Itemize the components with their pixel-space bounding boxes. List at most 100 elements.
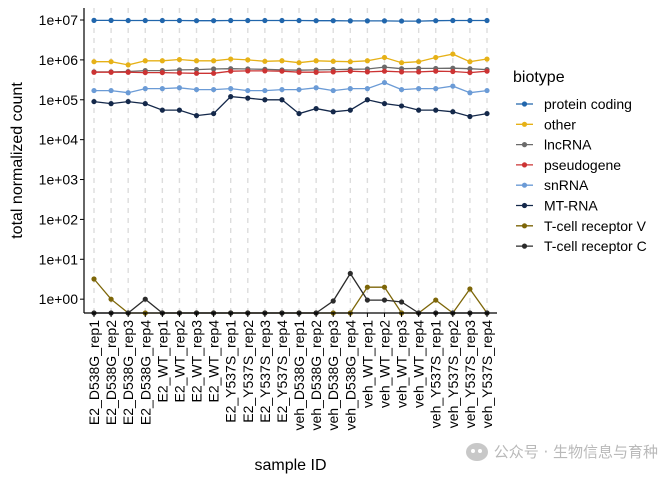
data-point [433, 297, 439, 303]
data-point [279, 97, 285, 103]
data-point [364, 297, 370, 303]
data-point [313, 69, 319, 75]
y-tick-label: 1e+07 [39, 12, 79, 28]
data-point [245, 95, 251, 101]
data-point [193, 58, 200, 64]
data-point [296, 60, 302, 66]
y-axis-ticks: 1e+00 1e+01 1e+02 1e+03 1e+04 1e+05 1e+06 1e+07 [39, 12, 84, 307]
data-point [108, 59, 114, 65]
data-point [211, 70, 217, 76]
data-point [433, 107, 439, 113]
y-axis-title: total normalized count [9, 82, 26, 239]
legend-item: snRNA [516, 177, 589, 193]
data-point [347, 59, 353, 65]
data-point [228, 56, 234, 62]
data-point [381, 18, 388, 24]
data-point [142, 101, 148, 107]
legend-key-point [521, 182, 528, 188]
data-point [142, 86, 148, 92]
data-point [211, 66, 217, 72]
legend-item: lncRNA [516, 137, 592, 153]
data-point [176, 17, 183, 24]
data-point [279, 17, 285, 24]
data-point [467, 113, 473, 120]
data-point [176, 70, 183, 76]
data-point [398, 18, 405, 24]
data-point [211, 86, 217, 93]
x-tick-label: E2_WT_rep2 [171, 320, 187, 403]
data-point [279, 58, 285, 64]
data-point [176, 56, 183, 63]
legend-label: T-cell receptor V [544, 218, 647, 234]
data-point [262, 68, 268, 74]
data-point [245, 17, 251, 24]
x-tick-label: E2_Y537S_rep2 [240, 320, 256, 423]
data-point [159, 107, 165, 113]
data-point [450, 83, 456, 89]
y-tick-label: 1e+02 [39, 211, 79, 227]
data-point [347, 68, 353, 74]
legend-item: T-cell receptor V [516, 218, 647, 234]
x-tick-label: veh_Y537S_rep3 [462, 320, 478, 428]
data-point [245, 57, 251, 63]
data-point [364, 58, 370, 64]
series-line [94, 272, 487, 314]
x-tick-label: veh_WT_rep1 [359, 320, 375, 408]
data-point [330, 109, 336, 115]
data-point [125, 90, 131, 96]
data-point [364, 18, 370, 24]
data-point [467, 90, 473, 96]
data-point [347, 18, 353, 24]
data-point [398, 60, 405, 66]
data-point [484, 68, 490, 74]
data-point [450, 51, 456, 57]
legend-item: other [516, 116, 576, 132]
data-point [211, 110, 217, 117]
data-point [467, 69, 473, 76]
legend-label: other [544, 116, 576, 132]
data-point [450, 109, 456, 115]
x-tick-label: veh_D538G_rep3 [325, 320, 341, 431]
data-point [381, 68, 388, 74]
legend-key-point [521, 101, 528, 107]
legend-item: pseudogene [516, 157, 621, 173]
x-tick-label: veh_D538G_rep4 [342, 320, 358, 431]
data-point [484, 56, 490, 62]
data-point [398, 103, 405, 109]
legend-label: MT-RNA [544, 198, 598, 214]
legend: biotype protein coding other lncRNA pseudog… [513, 69, 647, 254]
x-tick-label: veh_D538G_rep1 [291, 320, 307, 431]
legend-key-point [521, 202, 528, 209]
data-point [142, 58, 148, 64]
data-point [211, 58, 217, 64]
data-point [142, 17, 148, 24]
data-point [279, 86, 285, 93]
data-point [176, 107, 183, 113]
data-point [381, 297, 388, 303]
data-point [262, 58, 268, 64]
data-point [467, 286, 473, 292]
data-point [433, 86, 439, 92]
data-point [91, 69, 97, 75]
x-tick-label: veh_WT_rep2 [376, 320, 392, 408]
data-point [262, 17, 268, 24]
legend-key-point [521, 142, 528, 148]
legend-item: protein coding [516, 96, 632, 112]
legend-label: snRNA [544, 177, 589, 193]
data-point [91, 87, 97, 94]
legend-item: MT-RNA [516, 198, 598, 214]
data-point [433, 68, 439, 74]
data-point [125, 62, 131, 68]
data-point [108, 101, 114, 107]
legend-label: protein coding [544, 96, 632, 112]
x-tick-label: veh_WT_rep4 [411, 320, 427, 408]
series-line [93, 278, 488, 314]
data-point [398, 299, 405, 305]
data-point [228, 86, 234, 92]
data-point [484, 17, 490, 24]
data-point [193, 67, 200, 73]
data-point [381, 54, 388, 61]
data-point [228, 17, 234, 24]
data-point [484, 87, 490, 94]
